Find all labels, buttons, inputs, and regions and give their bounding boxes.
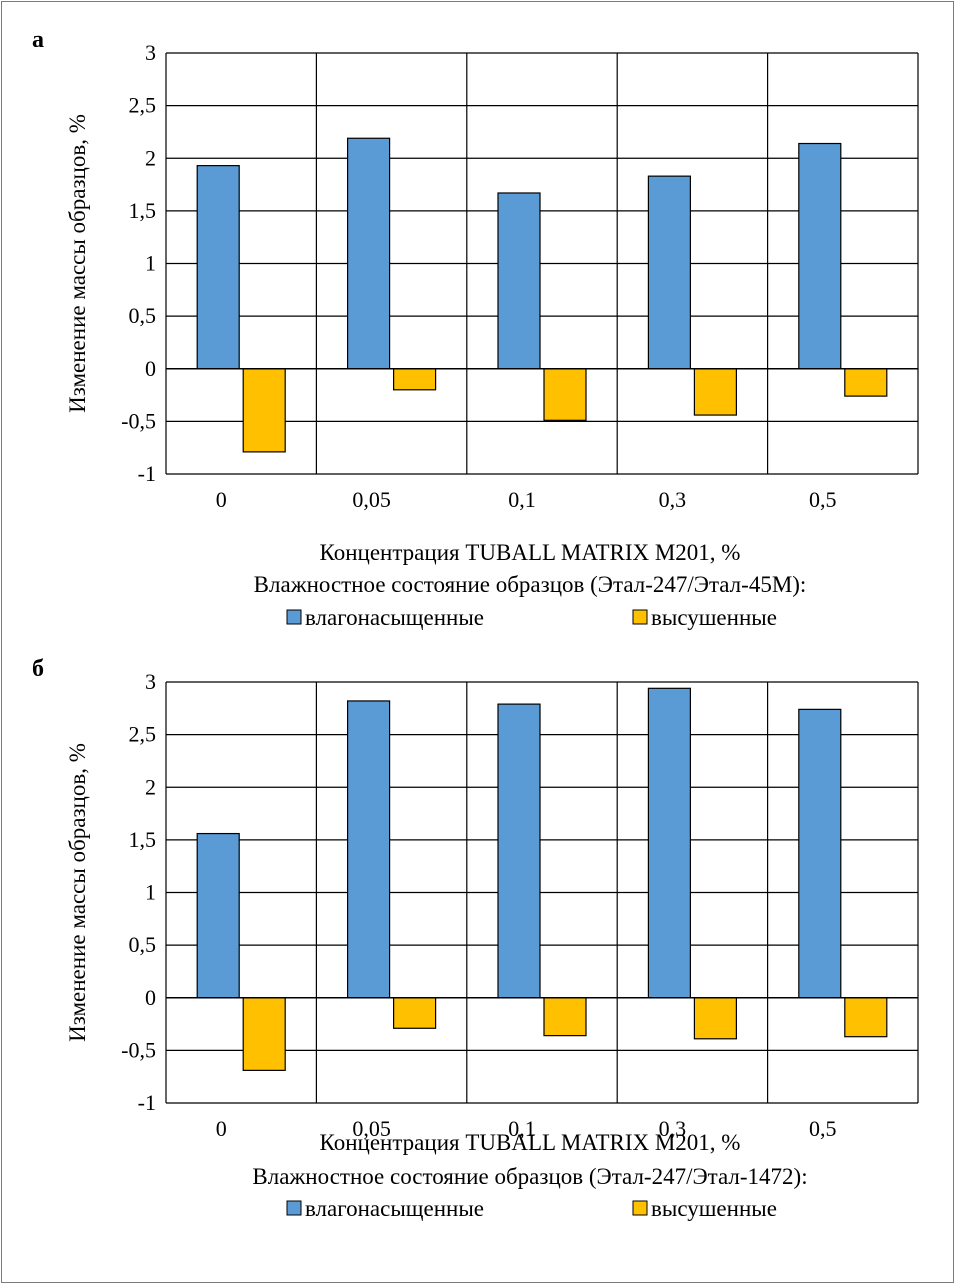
chart-panel-1: а -1 -0,5 0 0,5 1 1,5 2 2,5 3 0 0,05 0,1 0,3 0,5 Измене…	[32, 27, 919, 630]
legend-swatch-saturated	[286, 609, 302, 625]
y-tick-label: 0,5	[129, 303, 157, 328]
x-axis-title: Концентрация TUBALL MATRIX M201, %	[320, 540, 741, 565]
y-tick-label: 2	[145, 145, 156, 170]
x-tick-label: 0,1	[508, 1116, 536, 1141]
y-tick-label: -0,5	[121, 408, 156, 433]
bar-dried-3	[693, 368, 738, 416]
legend-label-saturated: влагонасыщенные	[305, 1196, 484, 1221]
y-tick-label: 0	[145, 985, 156, 1010]
legend-label-dried: высушенные	[651, 1196, 777, 1221]
y-tick-label: 2,5	[129, 722, 157, 747]
y-tick-label: 1,5	[129, 827, 157, 852]
bar-dried-4	[844, 997, 888, 1038]
x-axis-title: Концентрация TUBALL MATRIX M201, %	[320, 1130, 741, 1155]
y-tick-label: 1	[145, 251, 156, 276]
bar-dried-1	[393, 368, 437, 391]
y-tick-label: 1	[145, 880, 156, 905]
x-tick-label: 0,05	[352, 1116, 391, 1141]
y-tick-label: 3	[145, 669, 156, 694]
bar-dried-4	[844, 368, 888, 397]
legend-swatch-dried	[632, 1200, 648, 1216]
y-tick-label: 1,5	[129, 198, 157, 223]
bar-saturated-4	[798, 142, 842, 370]
y-tick-label: 3	[145, 40, 156, 65]
bar-saturated-0	[196, 165, 240, 370]
legend-title: Влажностное состояние образцов (Этал-247…	[252, 1164, 807, 1189]
x-tick-label: 0	[216, 487, 227, 512]
bar-saturated-2	[497, 192, 541, 370]
panel-label: а	[32, 27, 44, 53]
legend-swatch-saturated	[286, 1200, 302, 1216]
bar-dried-3	[693, 997, 738, 1040]
x-tick-label: 0,05	[352, 487, 391, 512]
bar-saturated-3	[647, 687, 692, 999]
legend-label-saturated: влагонасыщенные	[305, 605, 484, 630]
bar-dried-0	[242, 368, 286, 453]
bar-dried-0	[242, 997, 286, 1071]
bar-dried-1	[393, 997, 437, 1029]
y-axis-title: Изменение массы образцов, %	[65, 743, 90, 1042]
y-tick-label: -1	[138, 1090, 156, 1115]
x-tick-label: 0,3	[659, 1116, 687, 1141]
bar-saturated-1	[347, 700, 391, 999]
x-tick-label: 0	[216, 1116, 227, 1141]
bar-dried-2	[543, 997, 587, 1037]
x-tick-label: 0,5	[809, 1116, 837, 1141]
x-tick-label: 0,3	[659, 487, 687, 512]
bar-saturated-1	[347, 137, 391, 370]
legend-label-dried: высушенные	[651, 605, 777, 630]
bar-saturated-3	[647, 175, 692, 370]
bar-saturated-2	[497, 703, 541, 999]
y-tick-label: 2	[145, 774, 156, 799]
y-tick-label: 0	[145, 356, 156, 381]
y-tick-label: 2,5	[129, 93, 157, 118]
chart-panel-2: б -1 -0,5 0 0,5 1 1,5 2 2,5 3 0 0,05 0,1 0,3 0,5 Измене…	[32, 656, 919, 1221]
x-tick-label: 0,5	[809, 487, 837, 512]
y-axis-title: Изменение массы образцов, %	[65, 114, 90, 413]
legend-swatch-dried	[632, 609, 648, 625]
panel-label: б	[32, 656, 44, 682]
x-tick-label: 0,1	[508, 487, 536, 512]
legend-title: Влажностное состояние образцов (Этал-247…	[254, 572, 807, 597]
bar-dried-2	[543, 368, 587, 421]
y-tick-label: 0,5	[129, 932, 157, 957]
y-tick-label: -1	[138, 461, 156, 486]
bar-saturated-0	[196, 832, 240, 999]
bar-saturated-4	[798, 708, 842, 999]
y-tick-label: -0,5	[121, 1037, 156, 1062]
